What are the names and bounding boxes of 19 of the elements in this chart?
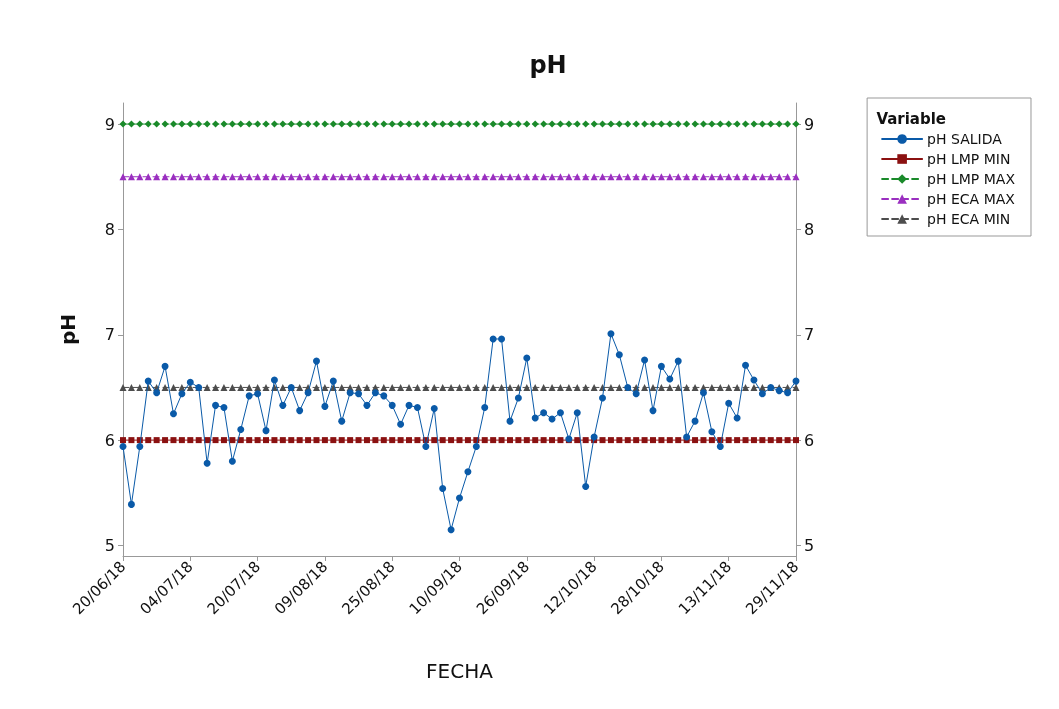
y-tick-label: 5 bbox=[104, 535, 115, 555]
y-axis-title: pH bbox=[56, 313, 80, 346]
y-tick-label: 6 bbox=[104, 430, 115, 450]
legend-title: Variable bbox=[876, 109, 946, 128]
legend-label: pH ECA MIN bbox=[927, 211, 1011, 227]
y2-tick-label: 8 bbox=[804, 219, 815, 239]
legend-label: pH LMP MAX bbox=[927, 171, 1016, 187]
chart-title: pH bbox=[529, 51, 567, 79]
y2-tick-label: 5 bbox=[804, 535, 815, 555]
y-tick-label: 8 bbox=[104, 219, 115, 239]
legend-label: pH LMP MIN bbox=[927, 151, 1011, 167]
legend-label: pH SALIDA bbox=[927, 131, 1003, 147]
legend-label: pH ECA MAX bbox=[927, 191, 1016, 207]
y-tick-label: 9 bbox=[104, 114, 115, 134]
y-tick-label: 7 bbox=[104, 325, 115, 345]
y2-tick-label: 9 bbox=[804, 114, 815, 134]
x-axis-title: FECHA bbox=[426, 659, 494, 683]
y2-tick-label: 6 bbox=[804, 430, 815, 450]
y2-tick-label: 7 bbox=[804, 325, 815, 345]
